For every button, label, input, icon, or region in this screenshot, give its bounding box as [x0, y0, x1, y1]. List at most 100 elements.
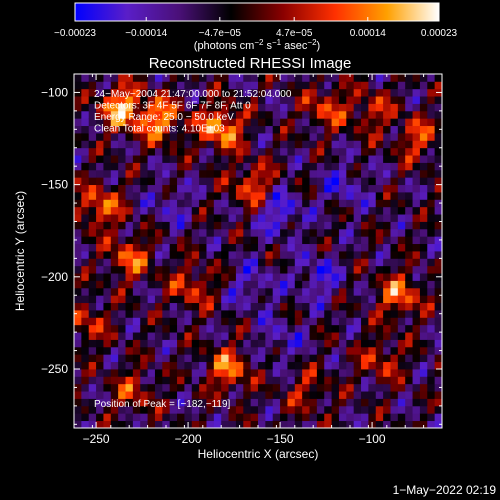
heatmap-cell	[258, 369, 266, 377]
heatmap-cell	[294, 413, 303, 422]
heatmap-cell	[103, 280, 112, 289]
heatmap-cell	[397, 280, 406, 289]
heatmap-cell	[191, 361, 200, 370]
heatmap-cell	[103, 206, 112, 215]
heatmap-cell	[221, 192, 229, 200]
heatmap-cell	[280, 243, 288, 252]
heatmap-cell	[147, 302, 156, 311]
heatmap-cell	[243, 147, 252, 156]
heatmap-cell	[316, 265, 325, 274]
heatmap-cell	[243, 405, 252, 414]
heatmap-cell	[280, 324, 288, 333]
heatmap-cell	[154, 413, 163, 422]
heatmap-cell	[272, 74, 281, 82]
heatmap-cell	[419, 324, 428, 333]
heatmap-cell	[434, 177, 442, 186]
heatmap-cell	[265, 221, 274, 230]
heatmap-cell	[118, 140, 126, 149]
heatmap-cell	[368, 206, 377, 215]
heatmap-cell	[316, 280, 325, 289]
heatmap-cell	[250, 361, 259, 370]
heatmap-cell	[331, 236, 340, 245]
y-axis-ticks: −100−150−200−250	[41, 73, 442, 425]
heatmap-cell	[162, 236, 171, 245]
heatmap-cell	[206, 273, 215, 281]
heatmap-cell	[250, 147, 259, 156]
heatmap-cell	[272, 354, 281, 363]
heatmap-cell	[375, 361, 384, 370]
heatmap-cell	[353, 228, 362, 237]
heatmap-cell	[177, 346, 185, 355]
heatmap-cell	[338, 339, 347, 348]
heatmap-cell	[199, 398, 207, 407]
heatmap-cell	[346, 295, 355, 304]
heatmap-cell	[140, 177, 148, 186]
heatmap-cell	[228, 413, 237, 422]
heatmap-cell	[206, 199, 215, 208]
heatmap-cell	[338, 405, 347, 414]
heatmap-cell	[258, 361, 266, 370]
heatmap-cell	[191, 140, 200, 149]
heatmap-cell	[434, 169, 442, 178]
heatmap-cell	[346, 81, 355, 90]
heatmap-cell	[191, 206, 200, 215]
heatmap-cell	[419, 302, 428, 311]
heatmap-cell	[265, 74, 274, 82]
heatmap-cell	[419, 265, 428, 274]
heatmap-cell	[103, 273, 112, 281]
heatmap-cell	[125, 214, 134, 222]
heatmap-cell	[213, 228, 222, 237]
heatmap-cell	[324, 346, 332, 355]
heatmap-cell	[147, 273, 156, 281]
heatmap-cell	[434, 420, 442, 428]
heatmap-cell	[316, 317, 325, 326]
heatmap-cell	[390, 332, 399, 340]
heatmap-cell	[162, 346, 171, 355]
heatmap-cell	[154, 236, 163, 245]
heatmap-cell	[309, 361, 318, 370]
heatmap-cell	[368, 199, 377, 208]
heatmap-cell	[162, 192, 171, 200]
heatmap-cell	[199, 346, 207, 355]
heatmap-cell	[368, 162, 377, 171]
heatmap-cell	[427, 324, 436, 333]
heatmap-cell	[434, 287, 442, 296]
heatmap-cell	[302, 155, 310, 163]
heatmap-cell	[419, 383, 428, 392]
heatmap-cell	[419, 273, 428, 281]
heatmap-cell	[110, 280, 119, 289]
heatmap-cell	[228, 310, 237, 318]
heatmap-cell	[154, 420, 163, 428]
heatmap-cell	[258, 103, 266, 112]
heatmap-cell	[338, 391, 347, 399]
heatmap-cell	[243, 346, 252, 355]
heatmap-cell	[199, 243, 207, 252]
heatmap-cell	[74, 147, 82, 156]
heatmap-cell	[162, 413, 171, 422]
heatmap-cell	[132, 81, 141, 90]
heatmap-cell	[331, 339, 340, 348]
heatmap-cell	[265, 339, 274, 348]
heatmap-cell	[206, 228, 215, 237]
heatmap-cell	[191, 169, 200, 178]
heatmap-cell	[331, 265, 340, 274]
heatmap-cell	[110, 339, 119, 348]
heatmap-cell	[331, 369, 340, 377]
heatmap-cell	[375, 354, 384, 363]
heatmap-cell	[125, 413, 134, 422]
heatmap-cell	[346, 169, 355, 178]
heatmap-cell	[397, 310, 406, 318]
heatmap-cell	[338, 287, 347, 296]
heatmap-cell	[162, 103, 171, 112]
heatmap-cell	[96, 258, 104, 267]
heatmap-cell	[199, 280, 207, 289]
heatmap-cell	[294, 317, 303, 326]
heatmap-cell	[390, 214, 399, 222]
heatmap-cell	[287, 184, 296, 193]
heatmap-cell	[213, 317, 222, 326]
heatmap-cell	[272, 420, 281, 428]
heatmap-cell	[316, 398, 325, 407]
heatmap-cell	[74, 192, 82, 200]
heatmap-cell	[235, 110, 244, 119]
heatmap-cell	[154, 140, 163, 149]
